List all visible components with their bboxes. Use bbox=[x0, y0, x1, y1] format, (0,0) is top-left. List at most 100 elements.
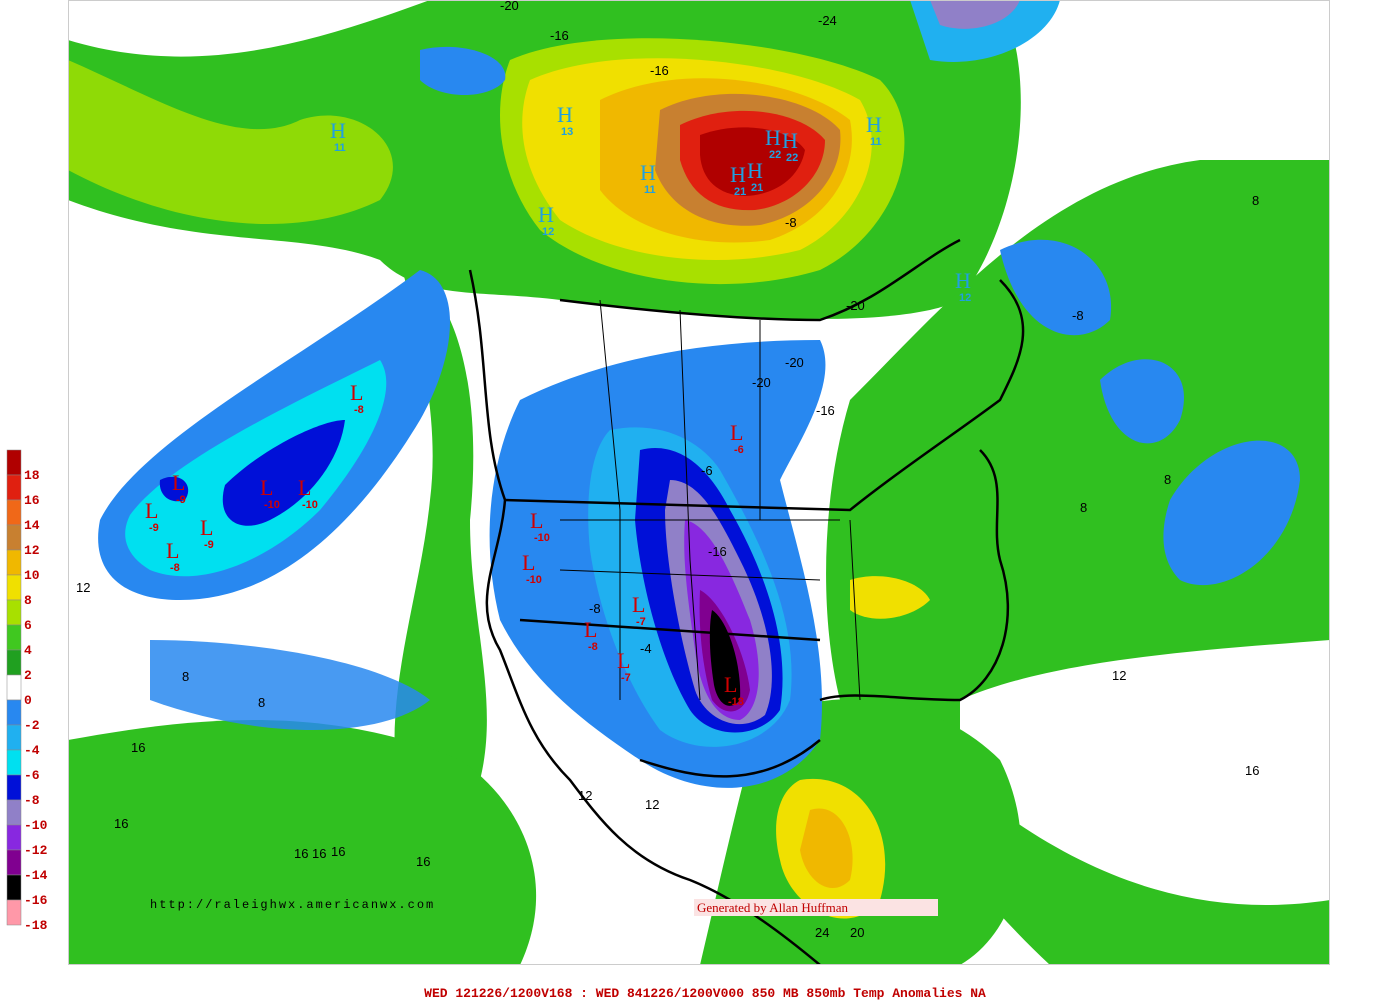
center-value: 22 bbox=[769, 149, 781, 161]
white-region bbox=[960, 640, 1330, 905]
legend-label: -16 bbox=[24, 893, 48, 908]
legend-swatch bbox=[6, 724, 22, 751]
legend-label: -18 bbox=[24, 918, 48, 933]
credit-author: Generated by Allan Huffman bbox=[697, 900, 849, 915]
legend-swatch bbox=[6, 449, 22, 476]
contour-label: 8 bbox=[182, 669, 189, 684]
cold-region bbox=[1100, 359, 1184, 444]
center-value: -8 bbox=[588, 641, 598, 653]
map-frame bbox=[68, 0, 1330, 965]
center-value: -10 bbox=[534, 532, 550, 544]
legend-label: -4 bbox=[24, 743, 40, 758]
legend-swatch bbox=[6, 474, 22, 501]
footer: WED 121226/1200V168 : WED 841226/1200V00… bbox=[424, 986, 986, 1000]
contour-label: 12 bbox=[76, 580, 90, 595]
pressure-center: L bbox=[298, 475, 311, 500]
center-value: 22 bbox=[786, 152, 798, 164]
state-borders bbox=[559, 299, 861, 701]
contour-label: -16 bbox=[708, 544, 727, 559]
cold-region bbox=[1163, 440, 1300, 586]
pressure-center: L bbox=[260, 475, 273, 500]
legend-swatch bbox=[6, 674, 22, 701]
legend-swatch bbox=[6, 499, 22, 526]
contour-label: -6 bbox=[701, 463, 713, 478]
pressure-center: H bbox=[765, 125, 781, 150]
pressure-center: L bbox=[200, 515, 213, 540]
legend-swatch bbox=[6, 549, 22, 576]
pressure-center: L bbox=[632, 592, 645, 617]
center-value: 21 bbox=[751, 182, 763, 194]
contour-label: -16 bbox=[550, 28, 569, 43]
pressure-center: H bbox=[866, 112, 882, 137]
contour-label: -20 bbox=[500, 0, 519, 13]
pressure-center: H bbox=[747, 158, 763, 183]
center-value: -6 bbox=[734, 444, 744, 456]
contour-label: 16 bbox=[1245, 763, 1259, 778]
center-value: 12 bbox=[542, 226, 554, 238]
legend: 18 16 14 12 10 8 6 4 2 0 -2 -4 -6 -8 -10 -12 -14 -16 -18 bbox=[6, 449, 48, 933]
pressure-center: L bbox=[522, 550, 535, 575]
contour-label: -20 bbox=[846, 298, 865, 313]
center-value: -9 bbox=[204, 539, 214, 551]
credit-box bbox=[694, 899, 938, 916]
center-value: -9 bbox=[149, 522, 159, 534]
contour-label: 8 bbox=[1080, 500, 1087, 515]
pressure-center: H bbox=[955, 268, 971, 293]
legend-label: 10 bbox=[24, 568, 40, 583]
legend-swatch bbox=[6, 574, 22, 601]
contour-label: 16 bbox=[331, 844, 345, 859]
legend-swatch bbox=[6, 899, 22, 926]
legend-label: -6 bbox=[24, 768, 40, 783]
contour-label: 16 bbox=[294, 846, 308, 861]
green-region bbox=[68, 720, 537, 965]
center-value: -18 bbox=[728, 696, 744, 708]
contour-label: 20 bbox=[850, 925, 864, 940]
center-value: 11 bbox=[334, 142, 346, 154]
pressure-center: H bbox=[538, 202, 554, 227]
contour-label: 12 bbox=[645, 797, 659, 812]
legend-label: -2 bbox=[24, 718, 40, 733]
center-value: -10 bbox=[302, 499, 318, 511]
center-value: 11 bbox=[644, 184, 656, 196]
legend-swatch bbox=[6, 599, 22, 626]
legend-label: 14 bbox=[24, 518, 40, 533]
center-value: -7 bbox=[636, 616, 646, 628]
pressure-center: L bbox=[530, 508, 543, 533]
legend-label: -8 bbox=[24, 793, 40, 808]
contour-label: -24 bbox=[818, 13, 837, 28]
legend-swatch bbox=[6, 699, 22, 726]
legend-swatch bbox=[6, 524, 22, 551]
contour-label: -8 bbox=[589, 601, 601, 616]
legend-label: 4 bbox=[24, 643, 32, 658]
pressure-center: H bbox=[330, 118, 346, 143]
pressure-center: L bbox=[145, 498, 158, 523]
green-region bbox=[68, 60, 393, 224]
green-region bbox=[394, 260, 487, 800]
contour-label: 12 bbox=[578, 788, 592, 803]
contour-label: 24 bbox=[815, 925, 829, 940]
pressure-center: H bbox=[782, 128, 798, 153]
pressure-center: L bbox=[584, 617, 597, 642]
cold-region bbox=[150, 640, 430, 730]
legend-label: 12 bbox=[24, 543, 40, 558]
legend-label: 18 bbox=[24, 468, 40, 483]
contour-label: -20 bbox=[785, 355, 804, 370]
pressure-center: L bbox=[617, 648, 630, 673]
contour-label: 16 bbox=[312, 846, 326, 861]
pressure-center: L bbox=[166, 538, 179, 563]
pressure-center: H bbox=[557, 102, 573, 127]
contour-label: -8 bbox=[1072, 308, 1084, 323]
cold-region bbox=[420, 46, 506, 95]
center-value: -8 bbox=[354, 404, 364, 416]
contour-label: 8 bbox=[1252, 193, 1259, 208]
cold-region bbox=[222, 420, 345, 526]
center-value: -10 bbox=[526, 574, 542, 586]
yellow-region bbox=[850, 576, 930, 619]
pressure-center: H bbox=[730, 162, 746, 187]
legend-swatch bbox=[6, 774, 22, 801]
cold-region bbox=[930, 0, 1020, 29]
contour-label: 16 bbox=[416, 854, 430, 869]
contour-label: 12 bbox=[1112, 668, 1126, 683]
legend-label: 6 bbox=[24, 618, 32, 633]
